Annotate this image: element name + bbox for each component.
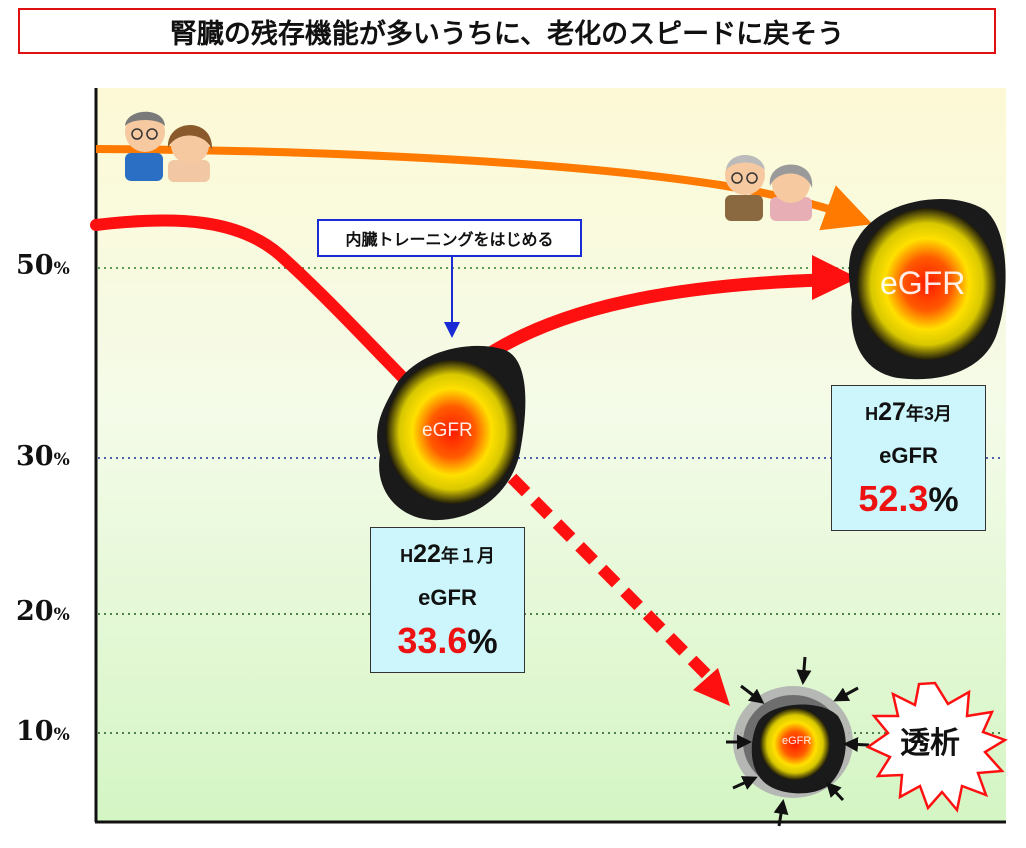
info-box-h22: H22年１月 eGFR 33.6% [370,527,525,673]
projection-arrowhead [693,668,730,706]
kidney-recovery-arrowhead [812,255,858,300]
info-label: eGFR [879,443,938,468]
info-label: eGFR [418,585,477,610]
dialysis-starburst [865,681,1008,813]
info-value: 52.3% [858,478,959,519]
kidney-dialysis-label: eGFR [782,735,812,747]
y-label-20: 20% [16,596,70,627]
training-callout: 内臓トレーニングをはじめる [317,219,582,257]
kidney-recovery-curve [473,273,827,367]
couple-illustration-old [725,155,813,221]
projection-dashed-line [507,473,713,681]
y-label-50: 50% [16,250,70,281]
kidney-h22-label: eGFR [422,420,473,441]
kidney-h27-label: eGFR [880,265,966,301]
compression-arrows [726,656,870,827]
kidney-h27 [848,199,1006,380]
kidney-dialysis [733,686,853,798]
info-date: H27年3月 [865,398,952,426]
kidney-decline-curve [90,214,426,401]
kidney-h22 [377,345,526,521]
y-label-10: 10% [16,716,70,747]
couple-illustration-young [125,111,213,182]
page-title: 腎臓の残存機能が多いうちに、老化のスピードに戻そう [18,8,996,54]
info-box-h27: H27年3月 eGFR 52.3% [831,385,986,531]
dialysis-label: 透析 [900,726,960,761]
info-date: H22年１月 [400,540,495,568]
info-value: 33.6% [397,620,498,661]
y-label-30: 30% [16,441,70,472]
